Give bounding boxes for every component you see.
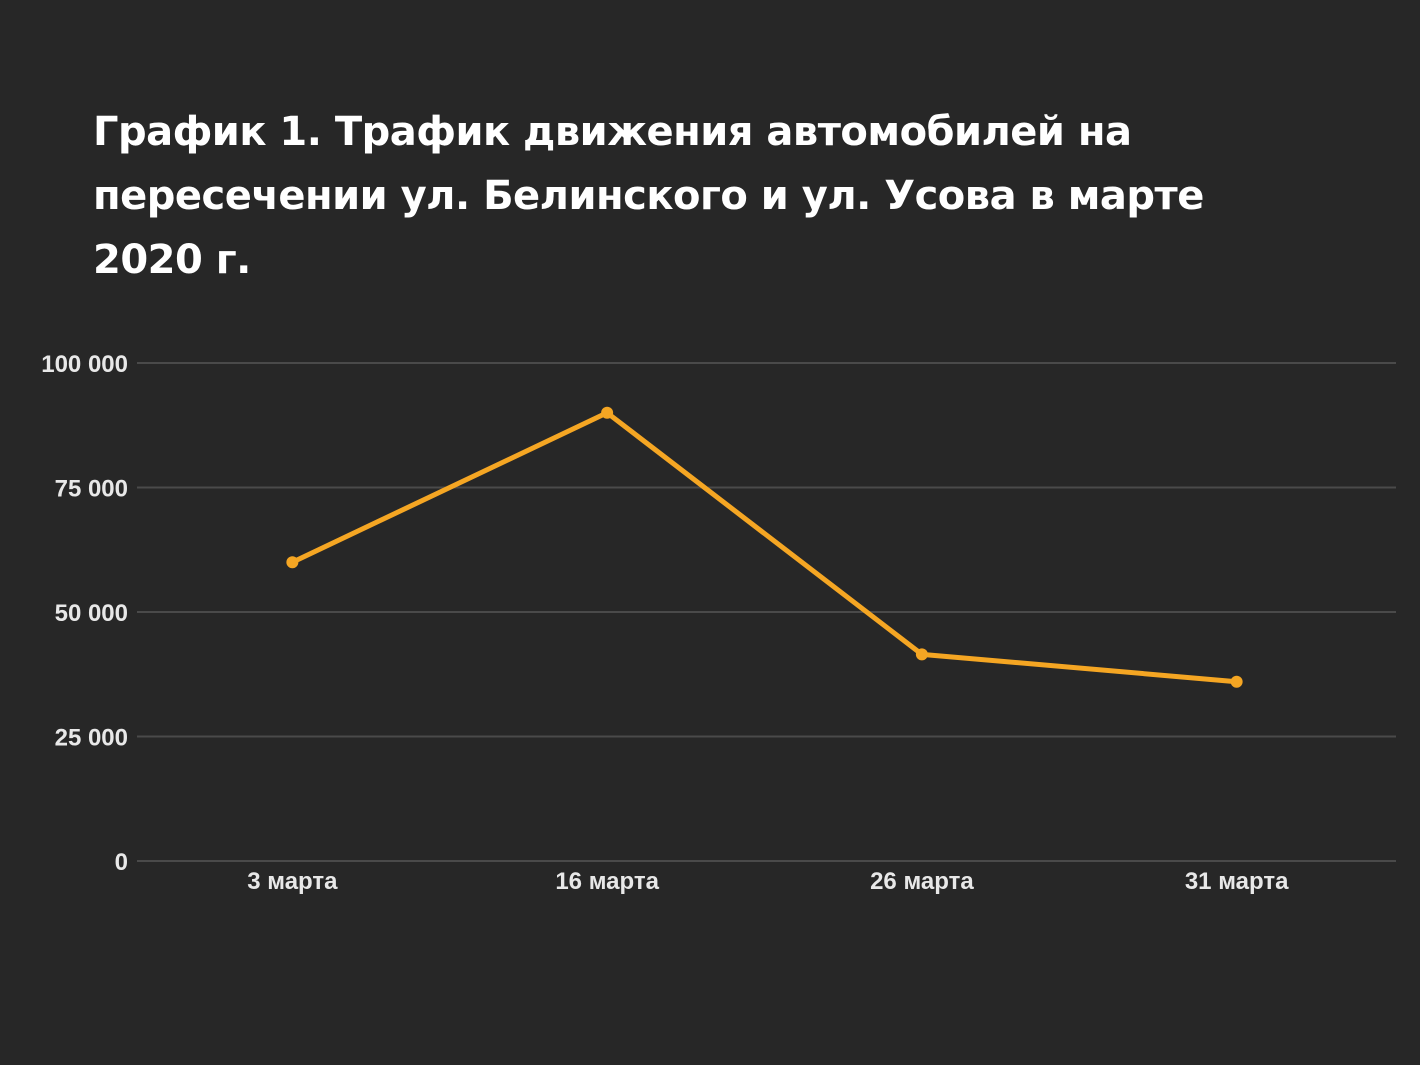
- x-tick-label: 16 марта: [555, 868, 659, 895]
- x-tick-label: 31 марта: [1185, 868, 1289, 895]
- y-tick-label: 100 000: [41, 351, 128, 378]
- y-tick-label: 25 000: [55, 725, 128, 752]
- y-tick-label: 75 000: [55, 476, 128, 503]
- data-point: [601, 406, 614, 419]
- y-tick-label: 50 000: [55, 600, 128, 627]
- data-point: [915, 648, 928, 661]
- x-tick-label: 3 марта: [247, 868, 338, 895]
- data-point: [1230, 675, 1243, 688]
- y-tick-label: 0: [115, 849, 128, 876]
- data-point: [286, 556, 299, 569]
- chart-title: График 1. Трафик движения автомобилей на…: [93, 109, 1204, 283]
- x-tick-label: 26 марта: [870, 868, 974, 895]
- series-line: [291, 410, 1237, 685]
